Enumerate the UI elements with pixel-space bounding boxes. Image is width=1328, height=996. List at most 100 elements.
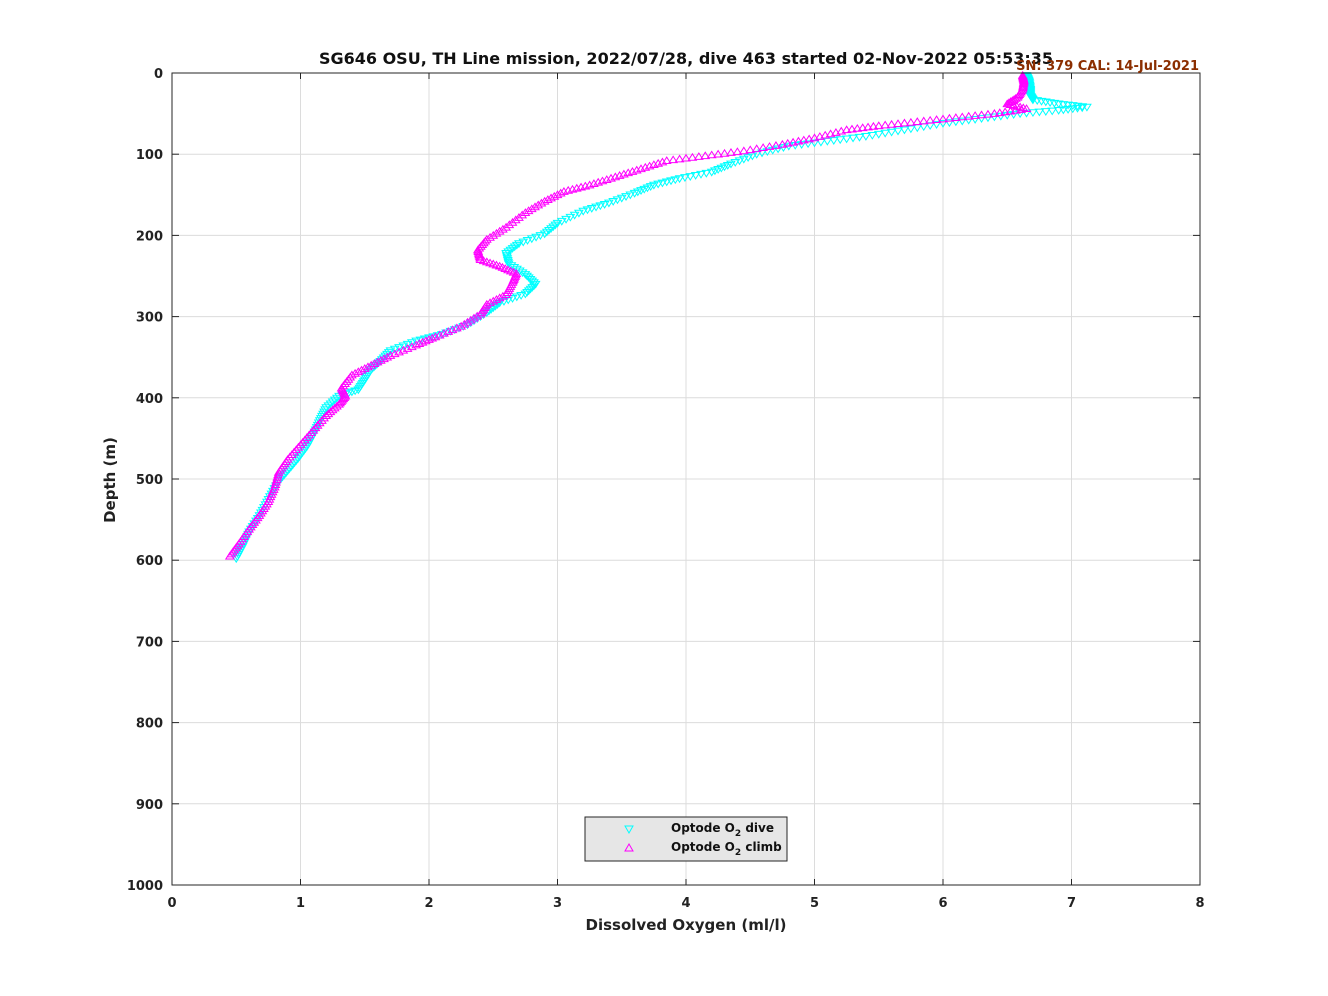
data-point-dive [402, 340, 413, 349]
data-point-climb [272, 472, 283, 481]
data-point-dive [574, 209, 584, 218]
data-point-climb [417, 337, 428, 346]
data-point-climb [319, 413, 329, 422]
data-point-climb [950, 113, 961, 121]
data-point-climb [886, 119, 897, 128]
data-point-climb [693, 152, 704, 160]
y-tick-label: 800 [136, 717, 163, 732]
data-point-climb [462, 317, 473, 326]
data-point-climb [308, 425, 319, 434]
data-point-dive [648, 181, 659, 190]
data-point-climb [989, 109, 1000, 117]
data-point-climb [314, 418, 325, 427]
data-point-climb [788, 137, 798, 146]
data-point-dive [621, 193, 631, 201]
data-point-dive [629, 189, 640, 198]
data-point-dive [531, 233, 541, 242]
data-point-climb [938, 114, 948, 123]
data-point-climb [912, 117, 923, 126]
data-point-climb [269, 482, 280, 491]
data-point-dive [608, 197, 619, 206]
data-point-climb [291, 445, 302, 454]
data-point-climb [899, 118, 910, 127]
data-point-dive [441, 329, 452, 338]
data-point-dive [710, 167, 720, 176]
data-point-dive [893, 127, 903, 136]
data-point-dive [1047, 107, 1058, 116]
data-point-dive [1008, 111, 1019, 119]
data-point-climb [321, 411, 332, 419]
data-point-dive [645, 183, 656, 191]
data-point-dive [944, 119, 955, 128]
y-tick-label: 400 [136, 392, 163, 407]
data-point-climb [297, 437, 308, 446]
data-point-dive [690, 172, 701, 180]
data-point-dive [931, 121, 942, 129]
data-point-climb [1011, 101, 1022, 110]
data-point-climb [304, 430, 314, 439]
data-point-dive [325, 400, 336, 409]
data-point-climb [327, 405, 338, 414]
data-point-climb [520, 208, 531, 216]
data-point-dive [867, 131, 878, 140]
data-point-climb [494, 226, 505, 235]
data-point-dive [535, 232, 546, 240]
data-point-dive [957, 117, 968, 126]
data-point-dive [835, 136, 846, 145]
data-point-climb [394, 347, 404, 356]
data-point-climb [481, 257, 492, 266]
data-point-climb [674, 154, 685, 163]
data-point-climb [485, 258, 495, 267]
data-point-climb [970, 111, 981, 119]
data-point-climb [287, 450, 297, 458]
data-point-climb [485, 232, 495, 241]
y-tick-label: 500 [136, 473, 163, 488]
data-point-climb [893, 119, 903, 128]
data-point-climb [1015, 102, 1026, 111]
data-point-dive [346, 388, 357, 397]
y-tick-label: 700 [136, 635, 163, 650]
data-point-dive [327, 398, 338, 407]
data-point-climb [758, 143, 769, 152]
data-point-dive [841, 135, 852, 144]
data-point-climb [523, 206, 534, 215]
data-point-dive [642, 184, 653, 193]
data-point-climb [745, 145, 756, 154]
data-point-climb [976, 110, 987, 119]
data-point-climb [323, 409, 334, 418]
x-tick-label: 8 [1195, 896, 1204, 911]
data-point-climb [719, 148, 730, 157]
data-point-climb [389, 349, 400, 358]
data-point-climb [501, 222, 512, 231]
data-point-climb [863, 122, 873, 131]
data-point-climb [293, 442, 304, 451]
data-point-climb [427, 333, 438, 342]
y-tick-label: 900 [136, 798, 163, 813]
data-point-climb [398, 345, 409, 354]
data-point-climb [310, 423, 321, 432]
data-point-climb [918, 116, 929, 125]
grid-lines [171, 72, 1201, 886]
data-point-dive [1053, 107, 1064, 115]
data-point-climb [406, 342, 417, 351]
data-point-climb [804, 134, 815, 143]
data-point-dive [445, 327, 456, 336]
data-point-climb [857, 123, 868, 132]
data-point-climb [434, 330, 445, 339]
data-point-climb [944, 113, 955, 122]
chart-title: SG646 OSU, TH Line mission, 2022/07/28, … [319, 49, 1053, 68]
data-point-dive [350, 387, 361, 396]
data-point-climb [494, 261, 505, 270]
data-point-dive [636, 187, 646, 196]
data-point-dive [950, 118, 961, 127]
data-point-dive [696, 170, 706, 179]
data-point-dive [1028, 109, 1038, 118]
y-tick-label: 0 [154, 67, 163, 82]
y-tick-label: 300 [136, 311, 163, 326]
data-point-dive [481, 309, 492, 318]
data-point-dive [970, 115, 981, 124]
data-point-climb [507, 217, 518, 226]
data-point-dive [332, 394, 342, 403]
data-point-climb [957, 112, 968, 121]
